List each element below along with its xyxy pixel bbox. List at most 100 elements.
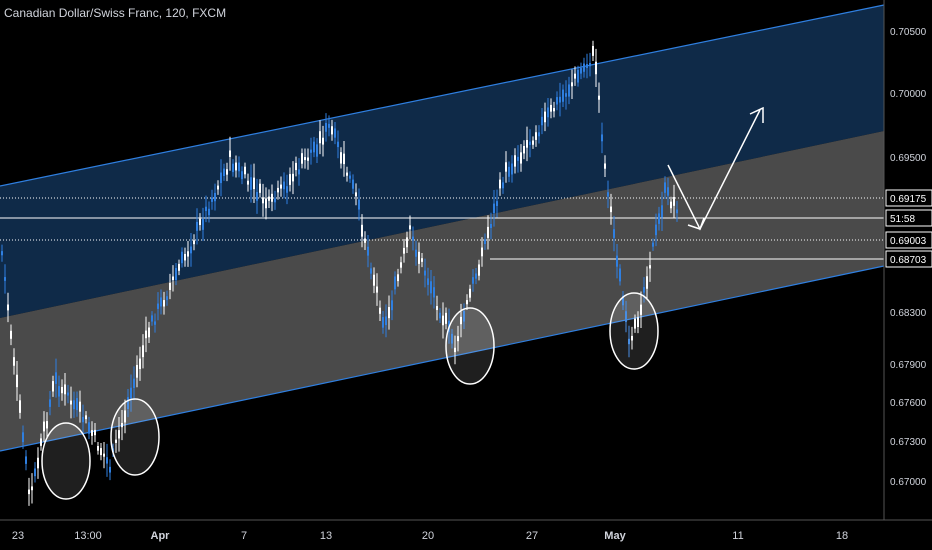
candle-body [442,315,444,326]
candle-body [247,180,249,185]
candle-body [490,224,492,229]
price-label-box [885,231,932,249]
candle-body [100,448,102,456]
candle-body [427,278,429,285]
candle-body [535,132,537,140]
candle-body [217,185,219,190]
candle-body [520,152,522,164]
candle-body [643,287,645,293]
candle-body [361,224,363,237]
candle-body [409,225,411,230]
x-axis-ticks[interactable]: 23 13:00 Apr 7 13 20 27 May 11 18 [12,530,848,542]
candle-body [559,96,561,103]
candle-body [22,432,24,443]
candle-body [547,107,549,118]
price-label-box [885,250,932,268]
x-tick-label: 13 [320,530,332,542]
candle-body [658,213,660,224]
candle-body [526,139,528,148]
candle-body [232,163,234,173]
candle-body [337,141,339,148]
candle-body [349,175,351,179]
candle-body [355,192,357,197]
candle-body [136,364,138,378]
candle-body [661,205,663,218]
candle-body [40,438,42,446]
x-tick-label: 13:00 [74,530,102,542]
candle-body [244,166,246,175]
candle-body [424,270,426,276]
candle-body [121,422,123,428]
candle-body [646,276,648,289]
candle-body [574,73,576,79]
candle-body [268,196,270,201]
candle-body [394,276,396,290]
candle-body [466,300,468,305]
candle-body [583,63,585,72]
candle-body [250,177,252,190]
candle-body [562,89,564,102]
price-labels: 0.69175 51:58 0.69003 0.68703 [885,189,932,268]
candle-body [514,155,516,167]
candle-body [553,108,555,112]
candle-body [433,287,435,298]
candle-body [34,468,36,477]
candle-body [97,446,99,451]
candle-body [229,150,231,157]
candle-body [652,242,654,247]
candle-body [385,316,387,326]
candle-body [265,198,267,209]
candle-body [529,141,531,145]
candle-body [301,153,303,164]
candle-body [118,430,120,439]
price-label: 0.68703 [890,255,927,266]
candle-body [511,163,513,175]
candle-body [598,95,600,100]
candle-body [313,141,315,153]
candle-body [262,197,264,204]
candle-body [157,303,159,309]
candle-body [130,387,132,399]
candle-body [445,312,447,324]
candle-body [148,327,150,338]
price-label: 0.69003 [890,236,927,247]
channel-top-line [0,4,885,187]
candle-body [550,104,552,112]
candle-body [109,466,111,473]
candle-body [469,288,471,298]
candle-body [43,421,45,432]
price-axis-bg[interactable] [884,0,932,550]
candle-body [496,201,498,206]
candle-body [223,168,225,177]
candle-body [55,372,57,384]
candle-body [310,149,312,153]
candle-body [373,274,375,286]
candle-body [418,251,420,264]
candle-body [19,400,21,413]
candle-body [52,381,54,392]
candle-body [10,330,12,339]
candle-body [169,282,171,290]
candle-body [532,140,534,145]
y-tick-label: 0.70000 [890,89,927,100]
candle-body [673,197,675,206]
candle-body [460,316,462,325]
candle-body [220,172,222,184]
candle-body [211,197,213,202]
candles-group [1,40,678,506]
candle-body [625,311,627,322]
candle-body [421,258,423,262]
candle-body [37,457,39,469]
x-tick-label: 27 [526,530,538,542]
candle-body [70,400,72,405]
candle-body [544,111,546,123]
y-tick-label: 0.67000 [890,477,927,488]
candle-body [412,236,414,241]
candle-body [7,304,9,311]
candle-body [589,62,591,67]
candle-body [184,253,186,261]
candle-body [628,338,630,345]
candle-body [382,317,384,328]
candle-body [187,251,189,257]
